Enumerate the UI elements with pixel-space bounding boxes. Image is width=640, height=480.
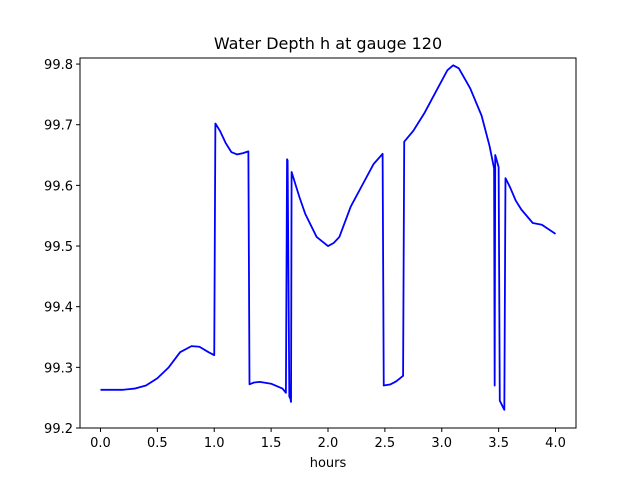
- y-tick-label: 99.4: [44, 301, 73, 316]
- y-tick-label: 99.2: [44, 422, 73, 437]
- x-tick-label: 3.5: [488, 436, 509, 451]
- series-line-0: [100, 64, 557, 411]
- x-axis-label: hours: [310, 456, 347, 471]
- x-tick-label: 1.5: [261, 436, 282, 451]
- chart-title: Water Depth h at gauge 120: [214, 34, 442, 53]
- y-tick-label: 99.8: [44, 58, 73, 73]
- x-tick-label: 2.5: [375, 436, 396, 451]
- x-tick-label: 0.0: [90, 436, 111, 451]
- y-tick-label: 99.6: [44, 179, 73, 194]
- x-axis-ticks: 0.0 0.5 1.0 1.5 2.0 2.5 3.0 3.5 4.0: [90, 428, 566, 451]
- y-tick-label: 99.5: [44, 240, 73, 255]
- x-tick-label: 3.0: [431, 436, 452, 451]
- plot-lines: [100, 64, 557, 411]
- x-tick-label: 1.0: [204, 436, 225, 451]
- x-tick-label: 0.5: [147, 436, 168, 451]
- y-axis-ticks: 99.2 99.3 99.4 99.5 99.6 99.7 99.8: [44, 58, 80, 437]
- y-tick-label: 99.3: [44, 361, 73, 376]
- y-tick-label: 99.7: [44, 119, 73, 134]
- x-tick-label: 2.0: [318, 436, 339, 451]
- x-tick-label: 4.0: [545, 436, 566, 451]
